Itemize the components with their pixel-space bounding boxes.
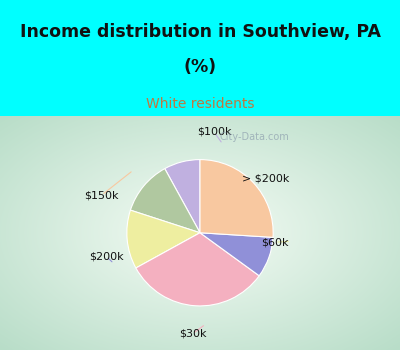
Text: $150k: $150k xyxy=(84,190,119,200)
Text: > $200k: > $200k xyxy=(242,174,289,184)
Text: White residents: White residents xyxy=(146,97,254,111)
Wedge shape xyxy=(200,160,273,237)
Wedge shape xyxy=(130,169,200,233)
Text: $60k: $60k xyxy=(261,237,289,247)
Text: Income distribution in Southview, PA: Income distribution in Southview, PA xyxy=(20,23,380,41)
Wedge shape xyxy=(127,210,200,268)
Text: $200k: $200k xyxy=(89,251,124,261)
Text: $100k: $100k xyxy=(197,127,231,137)
Text: $30k: $30k xyxy=(179,329,207,338)
Text: (%): (%) xyxy=(184,58,216,76)
Text: City-Data.com: City-Data.com xyxy=(219,132,289,142)
Wedge shape xyxy=(200,233,273,276)
Wedge shape xyxy=(165,160,200,233)
Wedge shape xyxy=(136,233,259,306)
